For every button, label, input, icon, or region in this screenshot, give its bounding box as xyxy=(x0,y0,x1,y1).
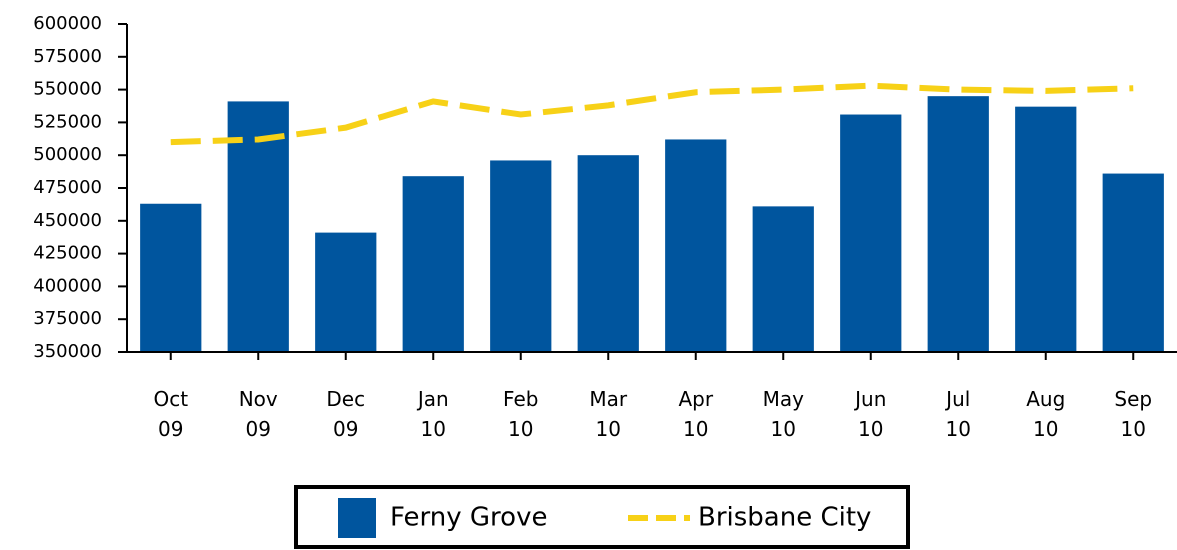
y-tick-label: 600000 xyxy=(33,13,102,34)
x-tick-label: Jun 10 xyxy=(853,387,886,441)
bar xyxy=(402,176,464,352)
bar xyxy=(227,101,289,353)
x-tick-label: Nov 09 xyxy=(239,387,278,441)
y-tick-label: 425000 xyxy=(33,243,102,264)
bar xyxy=(140,203,202,352)
bar xyxy=(490,160,552,352)
bar xyxy=(752,206,814,352)
y-tick-label: 400000 xyxy=(33,275,102,296)
y-tick-label: 450000 xyxy=(33,210,102,231)
y-tick-label: 525000 xyxy=(33,111,102,132)
x-tick-label: Aug 10 xyxy=(1026,387,1065,441)
x-tick-label: May 10 xyxy=(763,387,805,441)
y-tick-label: 475000 xyxy=(33,177,102,198)
x-tick-label: Feb 10 xyxy=(503,387,538,441)
bar xyxy=(315,232,377,352)
bar xyxy=(840,114,902,352)
x-tick-label: Jul 10 xyxy=(944,387,971,441)
x-tick-label: Mar 10 xyxy=(589,387,628,441)
bar xyxy=(1102,173,1164,352)
bar xyxy=(665,139,727,352)
legend-box xyxy=(294,485,910,549)
bar xyxy=(577,155,639,352)
bar xyxy=(927,96,989,352)
y-tick-label: 500000 xyxy=(33,144,102,165)
legend-swatch xyxy=(338,498,376,538)
bar xyxy=(1015,106,1077,352)
legend-label: Ferny Grove xyxy=(390,503,547,533)
x-tick-label: Apr 10 xyxy=(678,387,713,441)
x-tick-label: Jan 10 xyxy=(416,387,449,441)
y-tick-label: 575000 xyxy=(33,46,102,67)
y-tick-label: 350000 xyxy=(33,341,102,362)
x-tick-label: Dec 09 xyxy=(326,387,365,441)
y-tick-label: 375000 xyxy=(33,308,102,329)
y-tick-label: 550000 xyxy=(33,79,102,100)
line xyxy=(170,82,1134,146)
legend-label: Brisbane City xyxy=(698,503,871,533)
x-tick-label: Oct 09 xyxy=(153,387,188,441)
x-tick-label: Sep 10 xyxy=(1114,387,1152,441)
